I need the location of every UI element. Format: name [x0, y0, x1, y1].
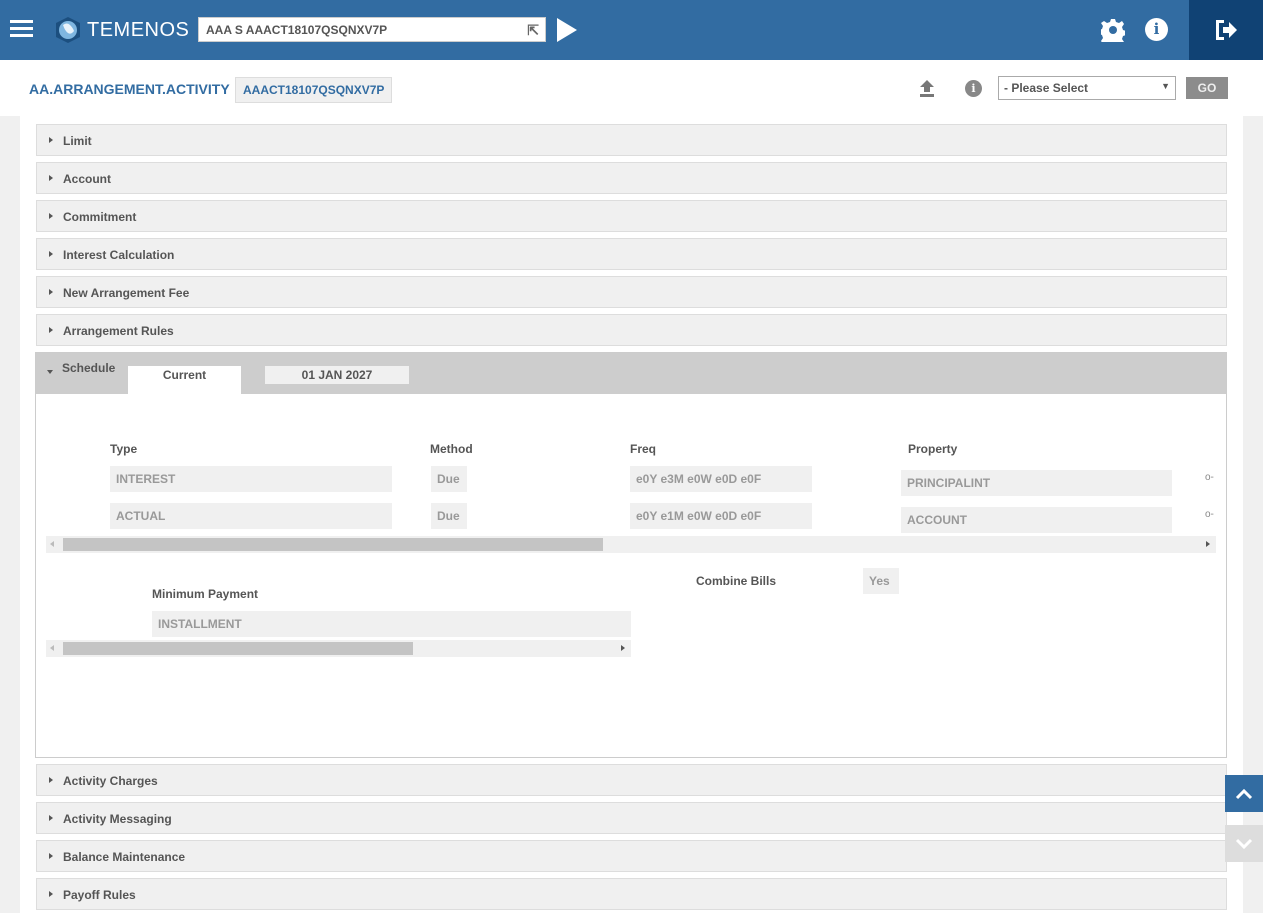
expand-icon: [49, 891, 53, 897]
expand-icon: [49, 213, 53, 219]
scroll-left-icon: [50, 541, 54, 547]
scroll-right-icon: [621, 645, 625, 651]
chevron-up-icon: [1235, 788, 1253, 799]
scroll-down-button[interactable]: [1225, 825, 1263, 862]
section-schedule: [35, 352, 1227, 758]
expand-icon: [49, 289, 53, 295]
combine-bills-field: Yes: [863, 568, 899, 594]
section-activity-messaging[interactable]: Activity Messaging: [36, 802, 1227, 834]
help-info-icon[interactable]: i: [965, 80, 982, 97]
application-name: AA.ARRANGEMENT.ACTIVITY: [29, 81, 230, 97]
tab-01-jan-2027[interactable]: 01 JAN 2027: [265, 366, 409, 384]
chevron-down-icon: [1235, 838, 1253, 849]
upload-icon[interactable]: [919, 79, 935, 97]
temenos-logo: TEMENOS: [55, 16, 189, 44]
combine-bills-label: Combine Bills: [696, 574, 777, 588]
expand-icon: [49, 777, 53, 783]
expand-property-icon[interactable]: o-: [1205, 472, 1214, 483]
settings-gear-icon[interactable]: [1101, 18, 1125, 42]
record-id: AAACT18107QSQNXV7P: [235, 77, 393, 103]
section-new-arrangement-fee[interactable]: New Arrangement Fee: [36, 276, 1227, 308]
expand-icon: [49, 327, 53, 333]
freq-header: Freq: [630, 442, 657, 456]
schedule-title: Schedule: [62, 361, 116, 375]
top-bar: [0, 0, 1263, 60]
property-field: ACCOUNT: [901, 507, 1172, 533]
section-commitment[interactable]: Commitment: [36, 200, 1227, 232]
minimum-payment-label: Minimum Payment: [152, 587, 259, 601]
logout-button[interactable]: [1189, 0, 1263, 60]
method-header: Method: [430, 442, 473, 456]
expand-icon: [49, 251, 53, 257]
expand-arrow-icon[interactable]: ⇱: [527, 22, 539, 38]
type-field: INTEREST: [110, 466, 392, 492]
minimum-payment-field: INSTALLMENT: [152, 611, 631, 637]
type-header: Type: [110, 442, 138, 456]
expand-icon: [49, 853, 53, 859]
info-icon[interactable]: i: [1145, 18, 1168, 41]
scrollbar-thumb: [63, 538, 603, 551]
section-arrangement-rules[interactable]: Arrangement Rules: [36, 314, 1227, 346]
freq-field: e0Y e3M e0W e0D e0F: [630, 466, 812, 492]
section-limit[interactable]: Limit: [36, 124, 1227, 156]
method-field: Due: [431, 466, 467, 492]
method-field: Due: [431, 503, 467, 529]
horizontal-scrollbar[interactable]: [46, 640, 631, 657]
go-button[interactable]: GO: [1186, 77, 1228, 99]
action-select[interactable]: - Please Select ▼: [998, 76, 1176, 100]
collapse-icon[interactable]: [47, 370, 53, 374]
section-activity-charges[interactable]: Activity Charges: [36, 764, 1227, 796]
tab-current[interactable]: Current: [128, 366, 241, 394]
section-account[interactable]: Account: [36, 162, 1227, 194]
command-input[interactable]: AAA S AAACT18107QSQNXV7P ⇱: [198, 17, 546, 42]
section-balance-maintenance[interactable]: Balance Maintenance: [36, 840, 1227, 872]
expand-property-icon[interactable]: o-: [1205, 509, 1214, 520]
section-interest-calculation[interactable]: Interest Calculation: [36, 238, 1227, 270]
freq-field: e0Y e1M e0W e0D e0F: [630, 503, 812, 529]
scroll-right-icon: [1206, 541, 1210, 547]
logout-icon: [1216, 20, 1237, 40]
expand-icon: [49, 137, 53, 143]
globe-icon: [56, 17, 80, 43]
horizontal-scrollbar[interactable]: [46, 536, 1216, 553]
scrollbar-thumb: [63, 642, 413, 655]
scroll-up-button[interactable]: [1225, 775, 1263, 812]
expand-icon: [49, 815, 53, 821]
run-play-icon[interactable]: [556, 17, 578, 43]
section-payoff-rules[interactable]: Payoff Rules: [36, 878, 1227, 910]
property-field: PRINCIPALINT: [901, 470, 1172, 496]
dropdown-arrow-icon: ▼: [1161, 81, 1170, 91]
type-field: ACTUAL: [110, 503, 392, 529]
expand-icon: [49, 175, 53, 181]
menu-icon[interactable]: [10, 20, 33, 38]
scroll-left-icon: [50, 645, 54, 651]
property-header: Property: [908, 442, 958, 456]
